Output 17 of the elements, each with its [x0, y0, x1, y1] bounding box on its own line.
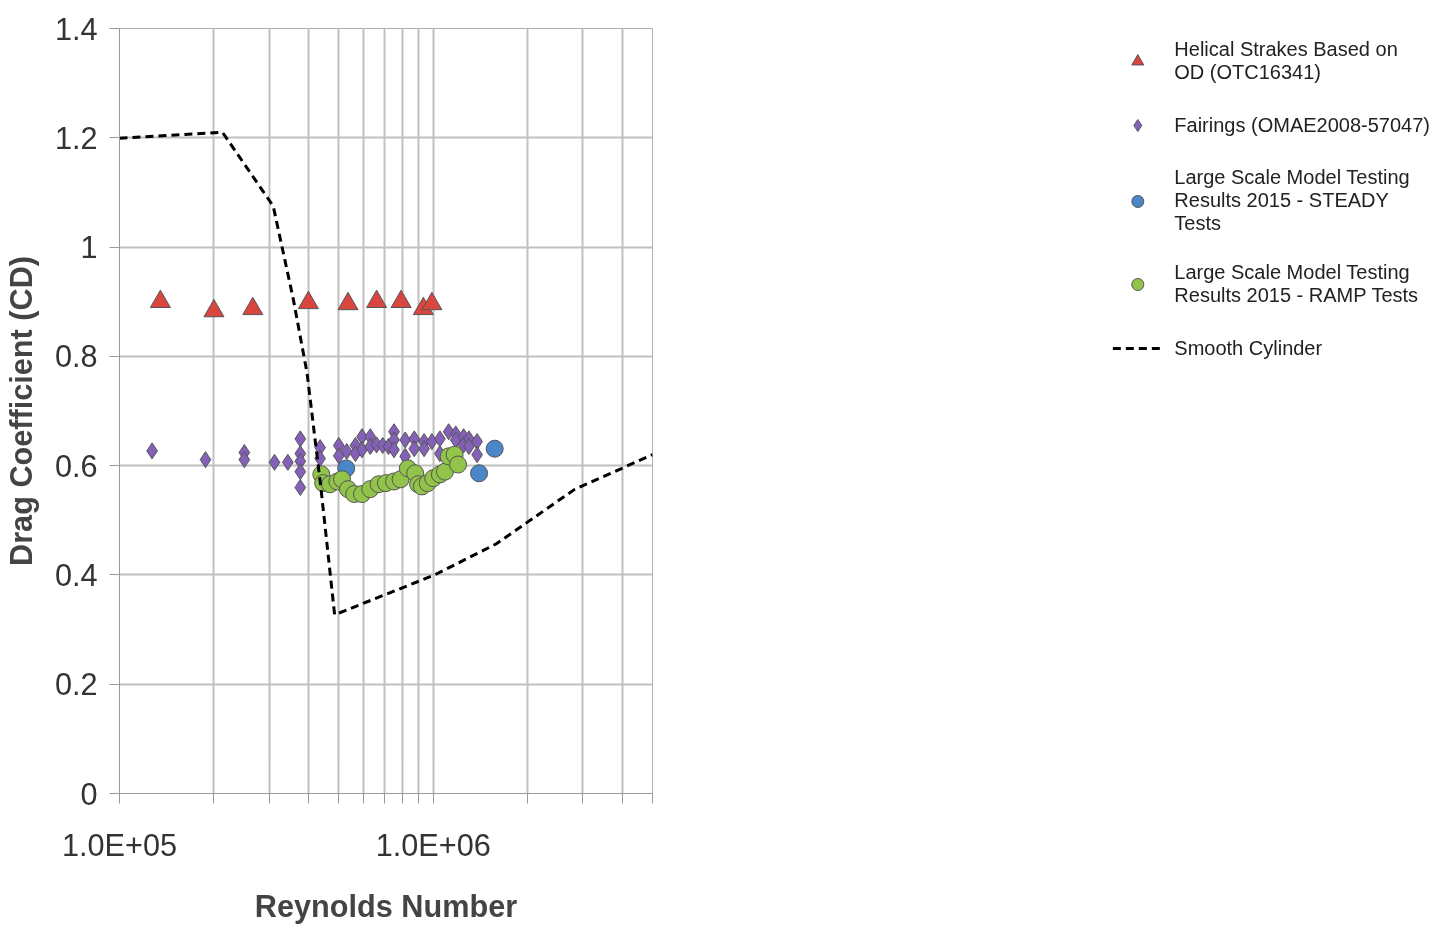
- y-tick-label: 0.6: [54, 448, 98, 483]
- x-tick-label: 1.0E+06: [375, 827, 491, 862]
- y-tick-label: 0: [80, 776, 98, 811]
- legend-label: Smooth Cylinder: [1174, 336, 1323, 360]
- y-tick-label: 0.4: [54, 557, 98, 592]
- legend-label: Helical Strakes Based on OD (OTC16341): [1174, 38, 1398, 84]
- legend-label: Fairings (OMAE2008-57047): [1174, 113, 1430, 137]
- legend-label: Large Scale Model Testing Results 2015 - STEADY Tests: [1174, 166, 1410, 235]
- y-tick-label: 1.4: [54, 11, 98, 46]
- y-axis-title: Drag Coefficient (CD): [3, 256, 39, 566]
- y-tick-label: 1: [80, 230, 98, 265]
- x-axis-title: Reynolds Number: [254, 888, 518, 924]
- y-tick-label: 0.8: [54, 339, 98, 374]
- y-tick-label: 0.2: [54, 667, 98, 702]
- legend-label: Large Scale Model Testing Results 2015 - RAMP Tests: [1174, 261, 1419, 307]
- y-tick-label: 1.2: [54, 120, 98, 155]
- x-tick-label: 1.0E+05: [61, 827, 178, 862]
